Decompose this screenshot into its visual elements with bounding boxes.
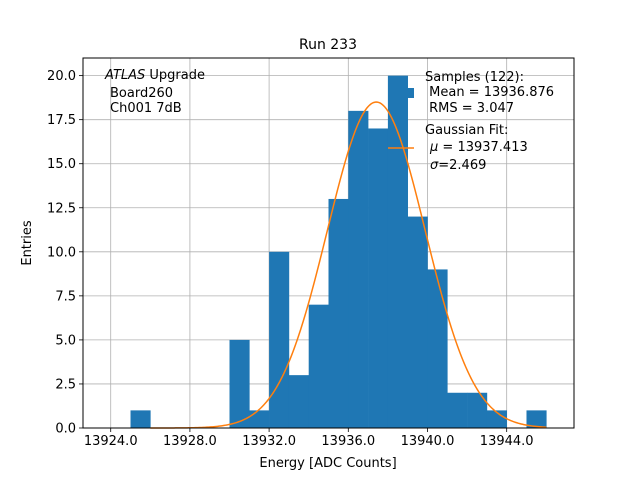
x-axis-ticks: 13924.0 13928.0 13932.0 13936.0 13940.0 13944… [84, 428, 534, 449]
legend-fit-mu: μ = 13937.413 [429, 140, 528, 155]
y-tick-label-7: 17.5 [47, 113, 76, 128]
x-tick-label-4: 13940.0 [401, 434, 455, 449]
histogram-bar-14 [486, 410, 507, 428]
legend-fit-sigma: σ=2.469 [430, 158, 486, 173]
legend-histogram-swatch [388, 88, 414, 98]
annotation-channel: Ch001 7dB [110, 101, 182, 116]
x-axis-label: Energy [ADC Counts] [259, 456, 396, 471]
histogram-bar-11 [427, 269, 448, 428]
histogram-bar-2 [249, 410, 270, 428]
svg-text:ATLAS Upgrade: ATLAS Upgrade [104, 68, 205, 83]
x-tick-label-1: 13928.0 [163, 434, 217, 449]
y-tick-label-1: 2.5 [55, 377, 76, 392]
x-tick-label-0: 13924.0 [84, 434, 138, 449]
histogram-bar-8 [368, 128, 389, 428]
legend-fit-title: Gaussian Fit: [425, 123, 508, 138]
histogram-bar-15 [526, 410, 547, 428]
histogram-bar-7 [348, 110, 369, 428]
legend: Samples (122): Mean = 13936.876 RMS = 3.… [388, 70, 554, 173]
histogram-bar-9 [387, 75, 408, 428]
histogram-bar-3 [269, 251, 290, 428]
y-tick-label-8: 20.0 [47, 69, 76, 84]
plot-frame [82, 57, 575, 429]
legend-samples-label: Samples (122): [425, 70, 524, 85]
legend-rms: RMS = 3.047 [425, 101, 514, 116]
annotation-board: Board260 [110, 86, 173, 101]
histogram-bar-12 [447, 392, 468, 428]
gaussian-fit-curve [150, 101, 547, 429]
histogram-bar-6 [328, 198, 349, 428]
gaussian-fit [150, 101, 547, 429]
annotation-atlas: ATLAS [104, 68, 145, 83]
histogram-bar-4 [288, 375, 310, 428]
y-tick-label-3: 7.5 [55, 289, 76, 304]
y-axis-ticks: 0.0 2.5 5.0 7.5 10.0 12.5 15.0 17.5 20.0 [47, 69, 83, 437]
histogram-bar-5 [308, 304, 329, 428]
histogram-bar-0 [130, 410, 151, 428]
atlas-annotation: ATLAS Upgrade Board260 Ch001 7dB [104, 68, 205, 116]
x-tick-label-5: 13944.0 [480, 434, 534, 449]
histogram-bar-13 [467, 392, 488, 428]
chart-title: Run 233 [299, 37, 357, 53]
y-tick-label-6: 15.0 [47, 157, 76, 172]
annotation-upgrade: Upgrade [145, 68, 205, 83]
y-tick-label-5: 12.5 [47, 201, 76, 216]
y-tick-label-0: 0.0 [55, 422, 76, 437]
x-tick-label-2: 13932.0 [242, 434, 296, 449]
y-tick-label-2: 5.0 [55, 333, 76, 348]
histogram-bar-10 [407, 216, 428, 428]
y-axis-label: Entries [20, 220, 35, 266]
histogram-bars [130, 75, 547, 428]
x-tick-label-3: 13936.0 [321, 434, 375, 449]
histogram-bar-1 [229, 339, 250, 428]
legend-mean: Mean = 13936.876 [425, 85, 554, 100]
y-tick-label-4: 10.0 [47, 245, 76, 260]
